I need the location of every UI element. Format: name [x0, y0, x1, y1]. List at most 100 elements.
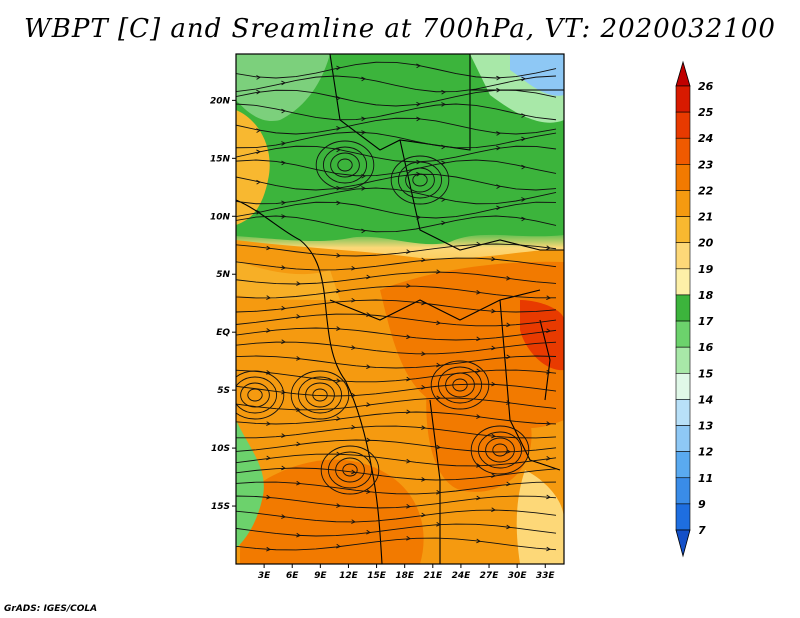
streamline-arrow [406, 409, 411, 415]
streamline-arrow [336, 416, 341, 421]
colorbar: 26 25 24 23 22 21 20 19 18 17 16 15 14 13 12 11 9 7 [675, 60, 714, 558]
colorbar-swatch [675, 399, 691, 426]
streamline-vortex [470, 425, 530, 475]
streamline-arrow [476, 495, 481, 501]
streamline-vortex [320, 445, 380, 495]
streamline-arrow [361, 228, 366, 234]
streamline [236, 299, 557, 313]
streamline [236, 103, 557, 121]
streamline-vortex [236, 370, 285, 420]
streamline [236, 425, 557, 439]
streamline-arrow [546, 295, 551, 300]
streamline-arrow [281, 339, 286, 344]
streamline-arrow [546, 245, 551, 250]
streamline-arrow [281, 80, 286, 86]
streamline-vortex [312, 388, 328, 402]
streamline-arrow [296, 480, 301, 486]
streamline-vortex [337, 158, 353, 172]
streamline-arrow [436, 269, 441, 275]
streamline-arrow [421, 477, 426, 482]
streamline-arrow [421, 512, 426, 518]
colorbar-swatch [675, 137, 691, 165]
streamline-arrow [361, 76, 366, 82]
streamline-arrow [476, 336, 481, 342]
streamline-arrow [281, 160, 286, 166]
streamline-arrow [266, 295, 271, 300]
streamline-arrow [366, 529, 371, 535]
lon-label: 15E [367, 571, 387, 581]
colorbar-label: 22 [698, 184, 714, 197]
streamline-arrow [546, 369, 551, 375]
streamline-arrow [476, 414, 481, 419]
lat-label: 15S [211, 502, 230, 512]
streamline [236, 327, 557, 341]
streamline-arrow [336, 185, 341, 191]
streamline-arrow [361, 186, 366, 191]
colorbar-label: 11 [698, 472, 713, 485]
streamline [236, 537, 557, 551]
colorbar-label: 9 [698, 498, 706, 511]
colorbar-swatch [675, 294, 691, 322]
streamline-arrow [496, 184, 501, 189]
streamline-arrow [436, 521, 441, 527]
colorbar-label: 14 [698, 393, 713, 406]
colorbar-swatch [675, 164, 691, 191]
colorbar-label: 24 [698, 132, 713, 145]
streamline-arrow [521, 216, 526, 222]
streamline-arrow [281, 514, 286, 519]
colorbar-swatch [675, 216, 691, 244]
colorbar-cap-bottom [675, 529, 691, 558]
colorbar-label: 23 [698, 158, 714, 171]
streamline [236, 509, 557, 523]
colorbar-label: 16 [698, 341, 714, 354]
streamline [236, 453, 557, 467]
lat-label: 5S [217, 386, 230, 396]
lat-label: 15N [210, 154, 231, 164]
colorbar-label: 17 [698, 315, 714, 328]
lon-label: 21E [423, 571, 443, 581]
streamline-arrow [281, 141, 286, 146]
streamline-arrow [256, 149, 261, 155]
streamline [236, 523, 557, 537]
streamline-vortex [430, 360, 490, 410]
streamline-arrow [361, 130, 366, 135]
streamline-arrow [436, 395, 441, 401]
streamline-arrow [496, 205, 501, 211]
streamline-arrow [281, 389, 286, 395]
streamline-arrow [336, 95, 341, 101]
streamline-arrow [441, 220, 446, 226]
streamline-arrow [546, 421, 551, 426]
streamline-arrow [491, 381, 496, 387]
streamline [236, 187, 557, 205]
streamline-arrow [491, 473, 496, 478]
streamline-arrow [491, 433, 496, 439]
streamline-arrow [406, 503, 411, 509]
streamline-arrow [441, 89, 446, 95]
streamline-arrow [491, 345, 496, 351]
streamline [236, 243, 557, 257]
streamline-arrow [491, 308, 496, 314]
streamline-arrow [416, 63, 421, 69]
streamline-arrow [296, 532, 301, 538]
streamline-arrow [421, 351, 426, 356]
streamline [236, 411, 557, 425]
lon-label: 30E [508, 571, 528, 581]
colorbar-swatch [675, 85, 691, 113]
streamline-arrow [546, 546, 551, 552]
streamline-arrow [476, 289, 481, 295]
streamline [236, 215, 557, 233]
streamline-arrow [421, 425, 426, 430]
streamline-arrow [506, 481, 511, 487]
lat-label: 5N [216, 270, 230, 280]
streamline-arrow [441, 144, 446, 150]
streamline-arrow [256, 89, 261, 95]
streamline-arrow [336, 288, 341, 294]
colorbar-swatch [675, 190, 691, 217]
streamline-vortex [247, 388, 263, 402]
streamline-arrow [521, 197, 526, 202]
streamline-arrow [336, 543, 341, 549]
streamline-vortex [437, 366, 483, 404]
country-borders [236, 54, 564, 564]
colorbar-swatch [675, 268, 691, 296]
streamline-arrow [436, 444, 441, 450]
